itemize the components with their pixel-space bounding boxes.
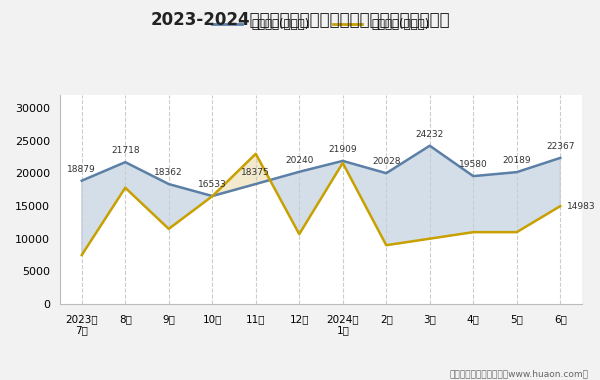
Text: 19580: 19580 [459,160,488,169]
Text: 20028: 20028 [372,157,401,166]
Text: 18879: 18879 [67,165,96,174]
Text: 24232: 24232 [416,130,444,139]
Text: 18362: 18362 [154,168,183,177]
Legend: 出口总额(万美元), 进口总额(万美元): 出口总额(万美元), 进口总额(万美元) [207,13,435,36]
Text: 20189: 20189 [502,156,531,165]
Text: 2023-2024年鞍山市商品收发货人所在地进、出口额统计: 2023-2024年鞍山市商品收发货人所在地进、出口额统计 [150,11,450,29]
Text: 18375: 18375 [241,168,270,177]
Text: 22367: 22367 [546,142,575,151]
Text: 14983: 14983 [567,202,596,211]
Text: 16533: 16533 [198,180,227,189]
Text: 20240: 20240 [285,156,313,165]
Text: 21718: 21718 [111,146,140,155]
Text: 制图：华经产业研究院（www.huaon.com）: 制图：华经产业研究院（www.huaon.com） [449,369,588,378]
Text: 21909: 21909 [328,145,357,154]
